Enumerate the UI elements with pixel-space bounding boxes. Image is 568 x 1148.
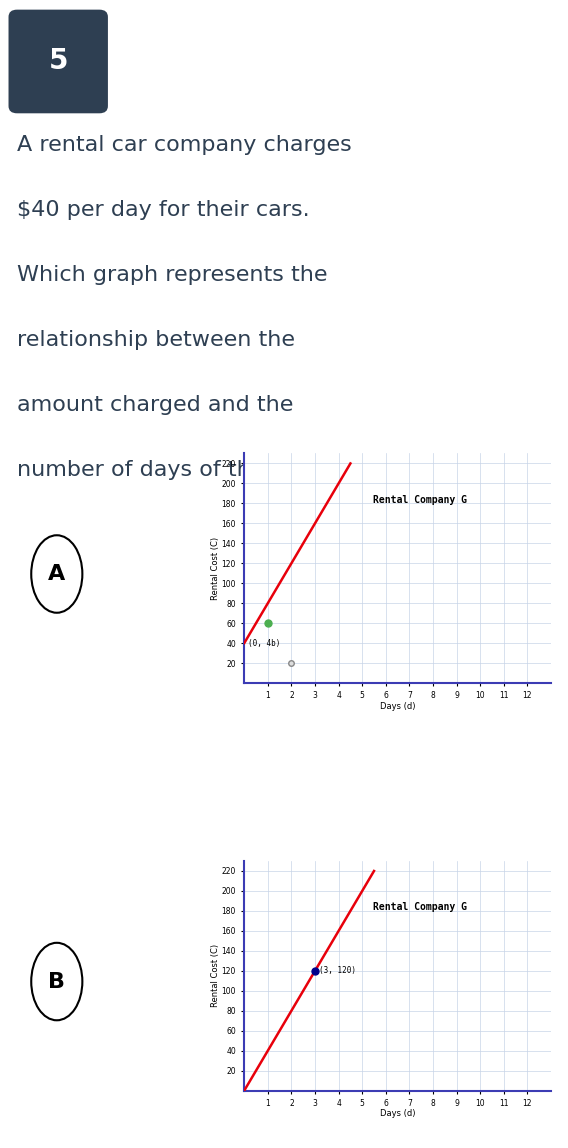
Text: (3, 120): (3, 120) <box>319 967 356 976</box>
Y-axis label: Rental Cost (C): Rental Cost (C) <box>211 537 220 599</box>
X-axis label: Days (d): Days (d) <box>380 701 415 711</box>
X-axis label: Days (d): Days (d) <box>380 1109 415 1118</box>
Y-axis label: Rental Cost (C): Rental Cost (C) <box>211 945 220 1007</box>
Text: Rental Company G: Rental Company G <box>373 902 467 913</box>
Text: number of days of the rental?: number of days of the rental? <box>17 460 348 481</box>
Circle shape <box>31 535 82 613</box>
Text: amount charged and the: amount charged and the <box>17 395 294 416</box>
Text: Rental Company G: Rental Company G <box>373 495 467 505</box>
Text: (0, 4b): (0, 4b) <box>248 638 280 647</box>
Text: A: A <box>48 564 65 584</box>
Text: A rental car company charges: A rental car company charges <box>17 135 352 155</box>
Text: $40 per day for their cars.: $40 per day for their cars. <box>17 200 310 220</box>
Text: 5: 5 <box>48 47 68 76</box>
Circle shape <box>31 943 82 1021</box>
Text: relationship between the: relationship between the <box>17 331 295 350</box>
FancyBboxPatch shape <box>9 9 108 114</box>
Text: Which graph represents the: Which graph represents the <box>17 265 328 285</box>
Text: B: B <box>48 971 65 992</box>
